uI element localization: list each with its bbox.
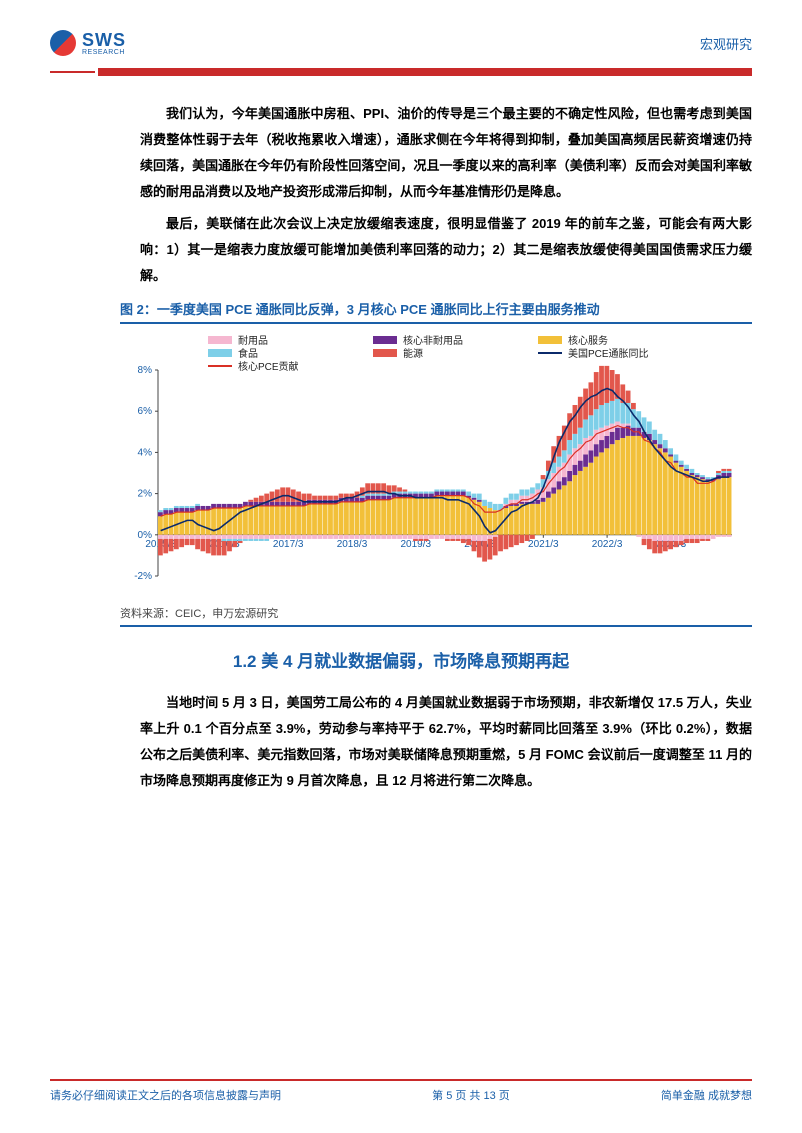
footer-disclaimer: 请务必仔细阅读正文之后的各项信息披露与声明	[50, 1087, 281, 1103]
svg-text:2021/3: 2021/3	[528, 539, 559, 550]
svg-text:2018/3: 2018/3	[337, 539, 368, 550]
svg-text:核心PCE贡献: 核心PCE贡献	[238, 360, 299, 373]
svg-text:6%: 6%	[138, 406, 153, 417]
logo-icon	[50, 30, 76, 56]
paragraph-2: 最后，美联储在此次会议上决定放缓缩表速度，很明显借鉴了 2019 年的前车之鉴，…	[50, 211, 752, 289]
svg-text:美国PCE通胀同比: 美国PCE通胀同比	[568, 347, 649, 360]
chart-source-underline	[120, 625, 752, 627]
header-divider	[50, 68, 752, 76]
svg-text:2022/3: 2022/3	[592, 539, 623, 550]
footer-slogan: 简单金融 成就梦想	[661, 1087, 752, 1103]
svg-text:能源: 能源	[403, 347, 423, 360]
pce-chart: -2%0%2%4%6%8%2015/32016/32017/32018/3201…	[120, 328, 752, 603]
page-header: SWS RESEARCH 宏观研究	[50, 30, 752, 56]
svg-text:食品: 食品	[238, 347, 258, 360]
logo: SWS RESEARCH	[50, 30, 126, 56]
section-heading: 1.2 美 4 月就业数据偏弱，市场降息预期再起	[50, 647, 752, 672]
svg-text:2%: 2%	[138, 489, 153, 500]
svg-text:核心服务: 核心服务	[568, 334, 608, 347]
svg-text:4%: 4%	[138, 447, 153, 458]
svg-text:8%: 8%	[138, 365, 153, 376]
chart-title: 图 2：一季度美国 PCE 通胀同比反弹，3 月核心 PCE 通胀同比上行主要由…	[120, 299, 752, 318]
logo-sub: RESEARCH	[82, 49, 126, 56]
chart-source: 资料来源：CEIC，申万宏源研究	[120, 605, 752, 621]
logo-main: SWS	[82, 31, 126, 49]
chart-title-underline	[120, 322, 752, 324]
svg-text:核心非耐用品: 核心非耐用品	[403, 334, 463, 347]
svg-text:-2%: -2%	[134, 571, 152, 582]
paragraph-3: 当地时间 5 月 3 日，美国劳工局公布的 4 月美国就业数据弱于市场预期，非农…	[50, 690, 752, 794]
page-footer: 请务必仔细阅读正文之后的各项信息披露与声明 第 5 页 共 13 页 简单金融 …	[50, 1079, 752, 1103]
svg-text:2017/3: 2017/3	[273, 539, 304, 550]
svg-text:耐用品: 耐用品	[238, 334, 268, 347]
footer-page-number: 第 5 页 共 13 页	[432, 1087, 510, 1103]
paragraph-1: 我们认为，今年美国通胀中房租、PPI、油价的传导是三个最主要的不确定性风险，但也…	[50, 101, 752, 205]
header-category: 宏观研究	[700, 34, 752, 53]
